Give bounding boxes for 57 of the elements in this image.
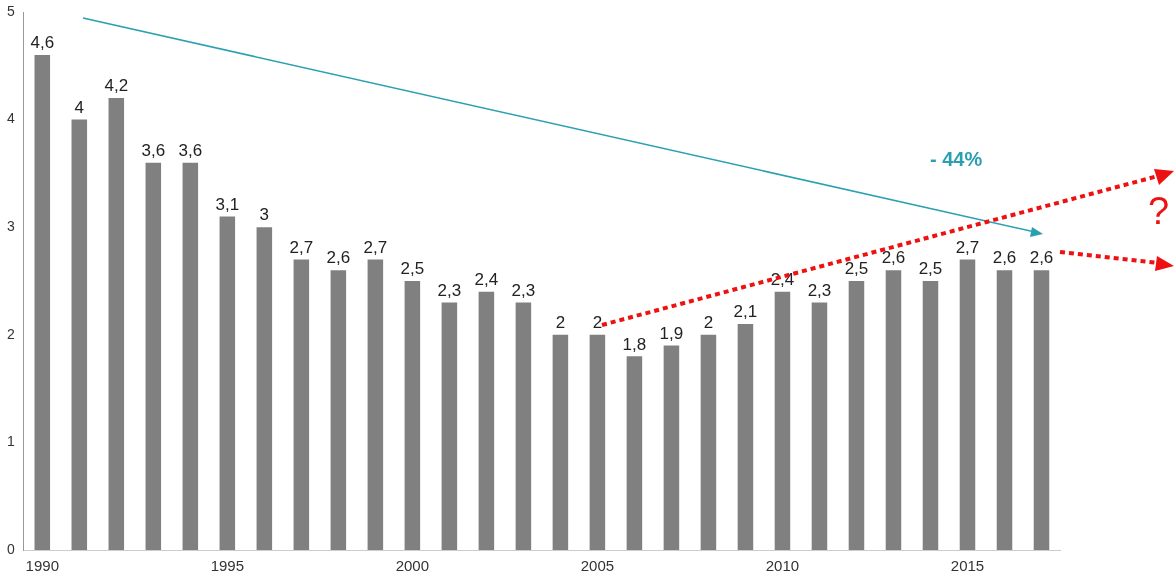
bar: [626, 356, 643, 550]
data-label: 2,3: [437, 280, 462, 300]
bar: [478, 291, 495, 550]
bar: [182, 162, 199, 550]
x-tick-label: 2000: [395, 557, 430, 575]
data-label: 3,6: [178, 140, 203, 160]
y-tick-label: 1: [6, 433, 15, 450]
bar: [256, 227, 273, 550]
y-tick-label: 5: [6, 2, 15, 19]
bar: [552, 334, 569, 550]
x-tick-label: 1990: [25, 557, 59, 575]
annotation: - 44%: [930, 148, 983, 171]
data-label: 3,1: [215, 194, 240, 214]
y-tick-label: 2: [6, 325, 15, 342]
bar: [108, 98, 125, 550]
bar: [71, 119, 88, 550]
x-tick-label: 2010: [765, 557, 800, 575]
data-label: 2,6: [326, 248, 351, 268]
bar: [404, 281, 421, 550]
bar: [34, 55, 51, 550]
data-label: 3: [259, 205, 270, 225]
bar: [145, 162, 162, 550]
bar: [885, 270, 902, 550]
bar: [922, 281, 939, 550]
y-tick-label: 4: [6, 110, 15, 127]
data-label: 3,6: [141, 140, 166, 160]
bar: [515, 302, 532, 550]
y-tick-label: 0: [6, 540, 15, 557]
bar: [700, 334, 717, 550]
data-label: 2,7: [363, 237, 388, 257]
bar: [589, 334, 606, 550]
x-tick-label: 2005: [580, 557, 615, 575]
bar: [811, 302, 828, 550]
bar: [737, 324, 754, 550]
data-label: 4,2: [104, 76, 129, 96]
y-tick-label: 3: [6, 218, 15, 235]
bar: [293, 259, 310, 550]
data-label: 2,3: [511, 280, 536, 300]
data-label: 2,5: [400, 259, 425, 279]
data-label: 4: [74, 97, 85, 117]
bar: [996, 270, 1013, 550]
bar: [848, 281, 865, 550]
data-label: 2,7: [289, 237, 314, 257]
bar: [367, 259, 384, 550]
data-label: 4,6: [30, 33, 55, 53]
bar: [774, 291, 791, 550]
bar: [959, 259, 976, 550]
x-tick-label: 2015: [950, 557, 985, 575]
bar: [219, 216, 236, 550]
x-tick-label: 1995: [210, 557, 245, 575]
bar: [1033, 270, 1050, 550]
data-label: 2,4: [474, 269, 499, 289]
bar: [330, 270, 347, 550]
bar: [663, 345, 680, 550]
data-label: 2: [555, 312, 566, 332]
data-label: 1,8: [622, 334, 647, 354]
bar: [441, 302, 458, 550]
